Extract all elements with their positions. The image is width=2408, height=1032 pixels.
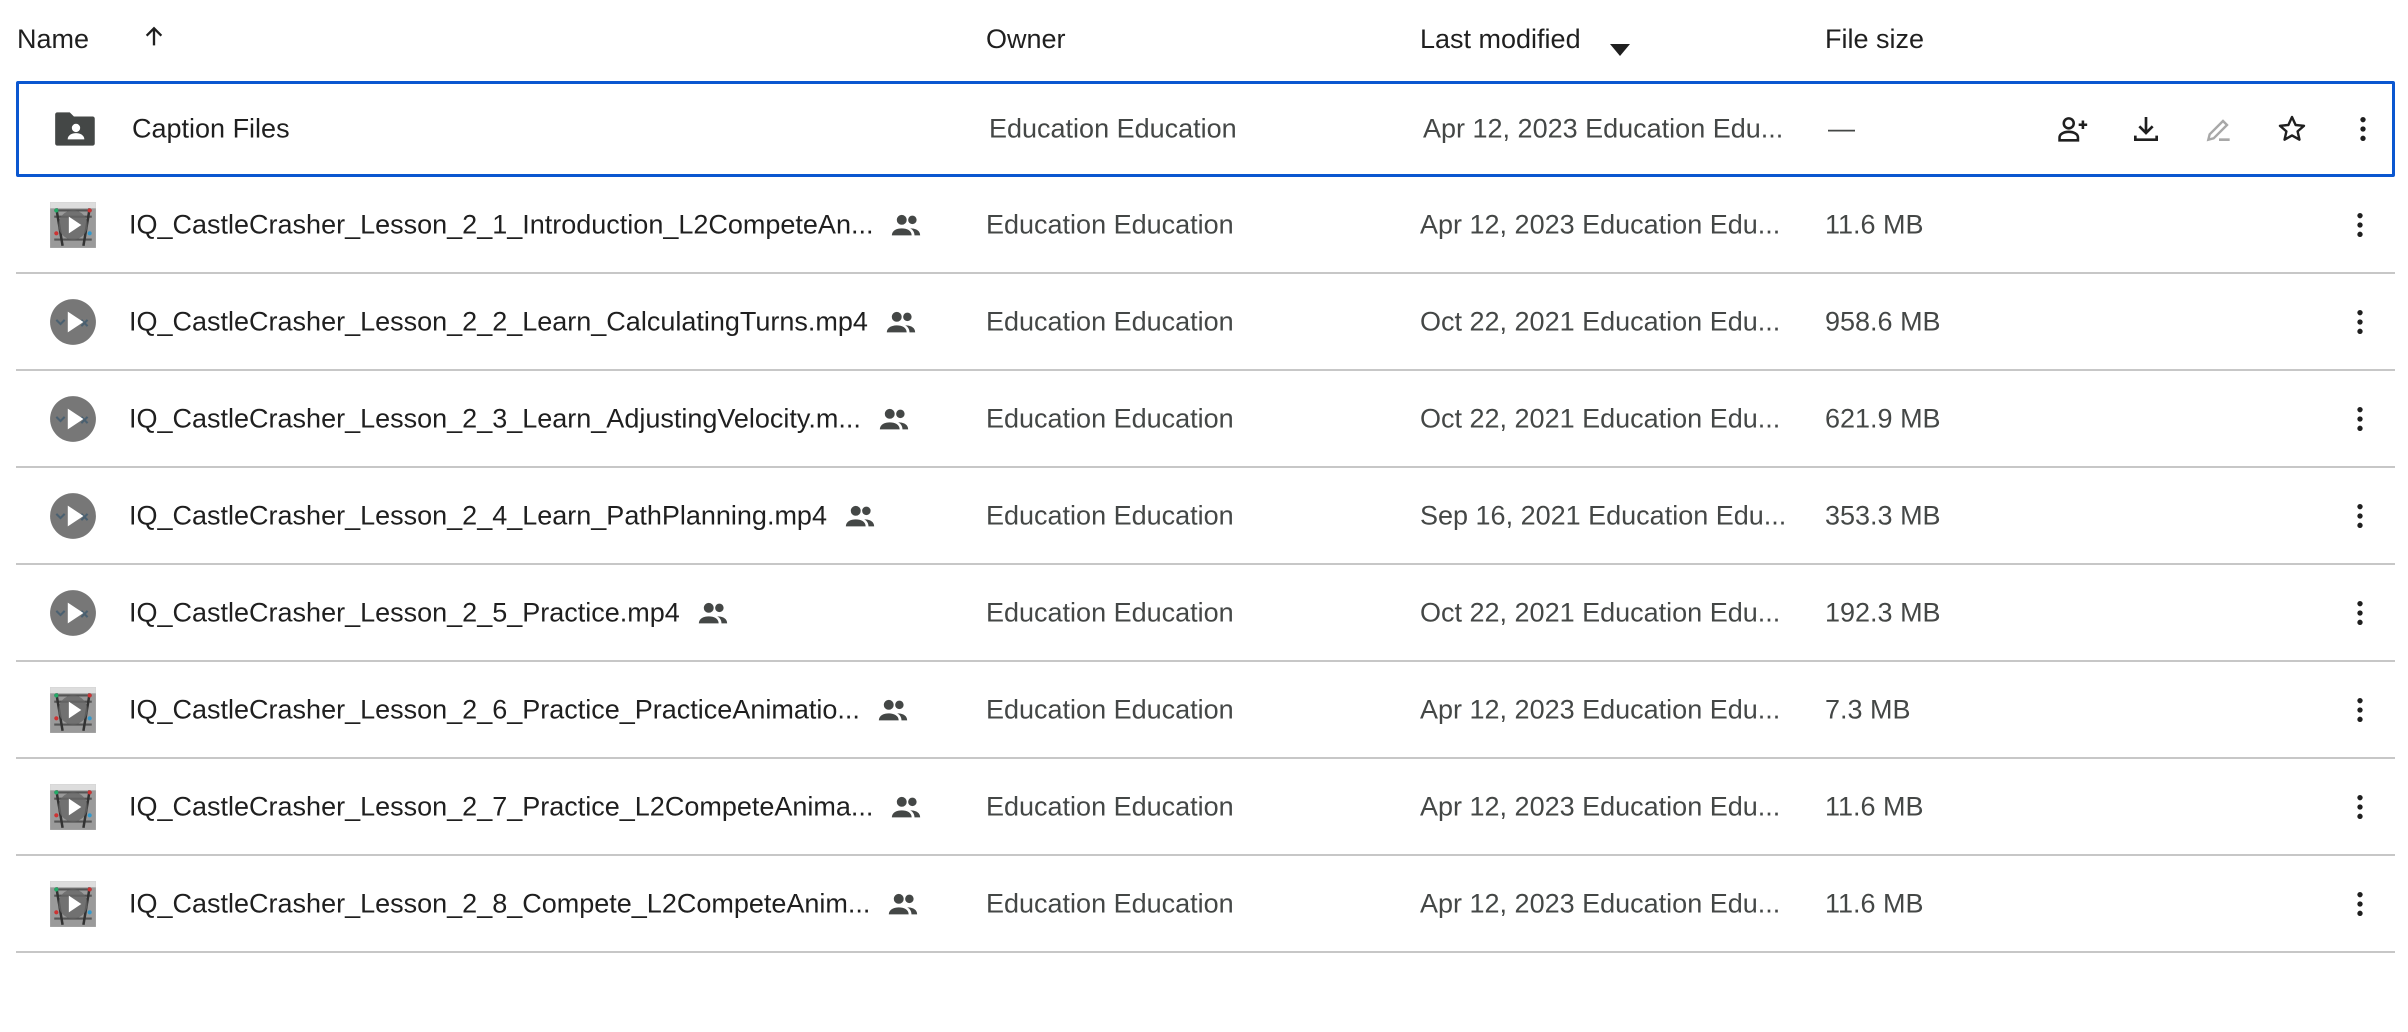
last-modified-cell: Apr 12, 2023 Education Edu... xyxy=(1423,113,1784,144)
arrow-up-icon[interactable] xyxy=(140,20,168,59)
last-modified-cell: Sep 16, 2021 Education Edu... xyxy=(1420,500,1787,531)
column-header-row: Name Owner Last modified File size xyxy=(16,0,2395,78)
file-name: IQ_CastleCrasher_Lesson_2_8_Compete_L2Co… xyxy=(129,888,871,919)
more-vert-icon[interactable] xyxy=(2340,496,2380,536)
file-size-cell: 11.6 MB xyxy=(1825,791,1924,822)
last-modified-cell: Apr 12, 2023 Education Edu... xyxy=(1420,791,1781,822)
video-file-icon xyxy=(48,394,98,444)
owner-cell: Education Education xyxy=(986,209,1234,240)
file-size-cell: 11.6 MB xyxy=(1825,888,1924,919)
caret-down-icon[interactable] xyxy=(1610,32,1630,63)
shared-icon xyxy=(843,503,877,529)
column-owner-header[interactable]: Owner xyxy=(986,24,1066,54)
owner-cell: Education Education xyxy=(986,888,1234,919)
file-row[interactable]: IQ_CastleCrasher_Lesson_2_1_Introduction… xyxy=(16,178,2395,274)
file-size-cell: 353.3 MB xyxy=(1825,500,1941,531)
column-file-size-header[interactable]: File size xyxy=(1825,24,1925,54)
file-name: IQ_CastleCrasher_Lesson_2_1_Introduction… xyxy=(129,209,874,240)
last-modified-cell: Apr 12, 2023 Education Edu... xyxy=(1420,888,1781,919)
owner-cell: Education Education xyxy=(986,597,1234,628)
owner-cell: Education Education xyxy=(989,113,1237,144)
more-vert-icon[interactable] xyxy=(2340,205,2380,245)
last-modified-cell: Oct 22, 2021 Education Edu... xyxy=(1420,597,1781,628)
more-vert-icon[interactable] xyxy=(2340,593,2380,633)
file-name-cell[interactable]: IQ_CastleCrasher_Lesson_2_4_Learn_PathPl… xyxy=(129,501,877,532)
video-thumbnail-icon xyxy=(48,782,98,832)
more-vert-icon[interactable] xyxy=(2340,884,2380,924)
shared-icon xyxy=(889,212,923,238)
last-modified-cell: Apr 12, 2023 Education Edu... xyxy=(1420,694,1781,725)
last-modified-cell: Apr 12, 2023 Education Edu... xyxy=(1420,209,1781,240)
file-name-cell[interactable]: IQ_CastleCrasher_Lesson_2_2_Learn_Calcul… xyxy=(129,307,918,338)
more-vert-icon[interactable] xyxy=(2340,690,2380,730)
share-icon[interactable] xyxy=(2053,109,2093,149)
file-size-cell: 192.3 MB xyxy=(1825,597,1941,628)
file-name: IQ_CastleCrasher_Lesson_2_5_Practice.mp4 xyxy=(129,597,680,628)
file-size-cell: 621.9 MB xyxy=(1825,403,1941,434)
file-name-cell[interactable]: IQ_CastleCrasher_Lesson_2_1_Introduction… xyxy=(129,210,923,241)
video-thumbnail-icon xyxy=(48,685,98,735)
file-name: IQ_CastleCrasher_Lesson_2_7_Practice_L2C… xyxy=(129,791,874,822)
file-name: IQ_CastleCrasher_Lesson_2_2_Learn_Calcul… xyxy=(129,306,868,337)
file-row[interactable]: IQ_CastleCrasher_Lesson_2_4_Learn_PathPl… xyxy=(16,469,2395,565)
more-vert-icon[interactable] xyxy=(2340,302,2380,342)
video-file-icon xyxy=(48,297,98,347)
owner-cell: Education Education xyxy=(986,791,1234,822)
video-thumbnail-icon xyxy=(48,879,98,929)
file-row[interactable]: IQ_CastleCrasher_Lesson_2_7_Practice_L2C… xyxy=(16,760,2395,856)
owner-cell: Education Education xyxy=(986,403,1234,434)
column-last-modified-header[interactable]: Last modified xyxy=(1420,24,1581,54)
file-row[interactable]: IQ_CastleCrasher_Lesson_2_5_Practice.mp4… xyxy=(16,566,2395,662)
last-modified-cell: Oct 22, 2021 Education Edu... xyxy=(1420,306,1781,337)
file-size-cell: 958.6 MB xyxy=(1825,306,1941,337)
file-row[interactable]: Caption Files Education Education Apr 12… xyxy=(16,81,2395,177)
shared-icon xyxy=(886,891,920,917)
download-icon[interactable] xyxy=(2126,109,2166,149)
file-row[interactable]: IQ_CastleCrasher_Lesson_2_3_Learn_Adjust… xyxy=(16,372,2395,468)
file-size-cell: 11.6 MB xyxy=(1825,209,1924,240)
more-vert-icon[interactable] xyxy=(2340,787,2380,827)
file-name-cell[interactable]: IQ_CastleCrasher_Lesson_2_8_Compete_L2Co… xyxy=(129,889,920,920)
owner-cell: Education Education xyxy=(986,694,1234,725)
rename-icon xyxy=(2199,109,2239,149)
file-name-cell[interactable]: Caption Files xyxy=(132,114,290,145)
shared-icon xyxy=(884,309,918,335)
shared-icon xyxy=(876,697,910,723)
video-thumbnail-icon xyxy=(48,200,98,250)
last-modified-cell: Oct 22, 2021 Education Edu... xyxy=(1420,403,1781,434)
owner-cell: Education Education xyxy=(986,306,1234,337)
file-name: IQ_CastleCrasher_Lesson_2_6_Practice_Pra… xyxy=(129,694,860,725)
shared-folder-icon xyxy=(51,104,101,154)
file-name-cell[interactable]: IQ_CastleCrasher_Lesson_2_3_Learn_Adjust… xyxy=(129,404,911,435)
file-row[interactable]: IQ_CastleCrasher_Lesson_2_8_Compete_L2Co… xyxy=(16,857,2395,953)
owner-cell: Education Education xyxy=(986,500,1234,531)
shared-icon xyxy=(696,600,730,626)
file-size-cell: 7.3 MB xyxy=(1825,694,1911,725)
video-file-icon xyxy=(48,588,98,638)
file-row[interactable]: IQ_CastleCrasher_Lesson_2_2_Learn_Calcul… xyxy=(16,275,2395,371)
more-vert-icon[interactable] xyxy=(2343,109,2383,149)
file-name-cell[interactable]: IQ_CastleCrasher_Lesson_2_5_Practice.mp4 xyxy=(129,598,730,629)
more-vert-icon[interactable] xyxy=(2340,399,2380,439)
column-name-header[interactable]: Name xyxy=(17,24,90,54)
video-file-icon xyxy=(48,491,98,541)
star-icon[interactable] xyxy=(2272,109,2312,149)
file-row[interactable]: IQ_CastleCrasher_Lesson_2_6_Practice_Pra… xyxy=(16,663,2395,759)
file-name-cell[interactable]: IQ_CastleCrasher_Lesson_2_6_Practice_Pra… xyxy=(129,695,910,726)
file-name-cell[interactable]: IQ_CastleCrasher_Lesson_2_7_Practice_L2C… xyxy=(129,792,923,823)
file-size-cell: — xyxy=(1828,113,1855,144)
shared-icon xyxy=(877,406,911,432)
file-name: IQ_CastleCrasher_Lesson_2_4_Learn_PathPl… xyxy=(129,500,827,531)
file-name: IQ_CastleCrasher_Lesson_2_3_Learn_Adjust… xyxy=(129,403,861,434)
file-name: Caption Files xyxy=(132,113,290,144)
shared-icon xyxy=(889,794,923,820)
